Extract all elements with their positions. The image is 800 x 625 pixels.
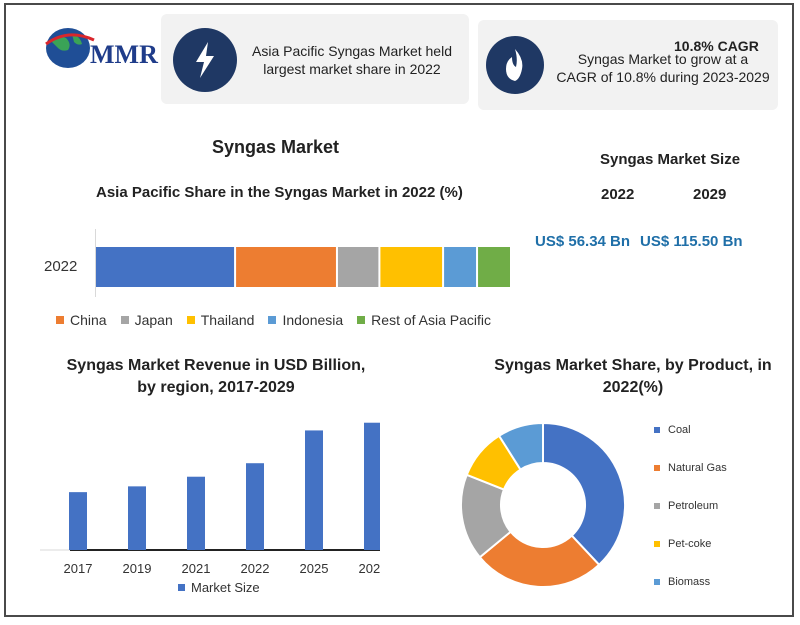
stacked-legend-item: China: [56, 312, 107, 328]
legend-label: Biomass: [668, 576, 711, 588]
market-size-year-2029: 2029: [693, 186, 727, 203]
legend-label: Petroleum: [668, 500, 719, 512]
stacked-segment-indonesia: [444, 247, 477, 287]
stacked-legend-item: Indonesia: [268, 312, 343, 328]
stacked-legend-item: Japan: [120, 312, 173, 328]
donut-legend-item: Natural Gas: [654, 462, 727, 474]
stacked-category-label: 2022: [44, 258, 78, 275]
column-bar-2022: [246, 463, 264, 550]
legend-label: Natural Gas: [668, 462, 727, 474]
legend-swatch: [186, 316, 195, 324]
legend-swatch: [654, 579, 660, 585]
globe-icon: [45, 28, 95, 68]
donut-legend-item: Petroleum: [654, 500, 718, 512]
legend-label: Indonesia: [282, 312, 344, 328]
stacked-bar-chart: [96, 247, 510, 287]
legend-swatch: [654, 503, 660, 509]
stacked-chart-title: Asia Pacific Share in the Syngas Market …: [96, 184, 463, 201]
legend-label: Japan: [134, 312, 173, 328]
revenue-chart-title: Syngas Market Revenue in USD Billion, by…: [66, 357, 366, 396]
stacked-segment-thailand: [380, 247, 443, 287]
legend-swatch: [357, 316, 366, 324]
legend-swatch: [56, 316, 64, 324]
legend-label: China: [70, 312, 107, 328]
cagr-headline: 10.8% CAGR: [674, 38, 759, 54]
lightning-bolt-icon: [173, 28, 237, 92]
column-tick-label: 2029: [359, 561, 380, 576]
highlight-card-region: Asia Pacific Syngas Market held largest …: [161, 14, 469, 104]
donut-slice-biomass: [497, 421, 544, 471]
column-bar-2017: [69, 492, 87, 550]
main-title: Syngas Market: [212, 137, 340, 157]
donut-legend-item: Biomass: [654, 576, 710, 588]
legend-swatch: [654, 427, 660, 433]
logo: MMR: [42, 22, 162, 72]
highlight-card-cagr: 10.8% CAGR Syngas Market to grow at a CA…: [478, 20, 778, 110]
legend-swatch: [654, 465, 660, 471]
flame-icon: [486, 36, 544, 94]
donut-slice-coal: [542, 421, 626, 567]
column-tick-label: 2021: [182, 561, 211, 576]
column-tick-label: 2017: [64, 561, 93, 576]
donut-slice-natural-gas: [478, 530, 601, 588]
card1-text: Asia Pacific Syngas Market held largest …: [252, 43, 452, 77]
column-tick-label: 2019: [123, 561, 152, 576]
column-bar-2019: [128, 486, 146, 550]
column-bar-2021: [187, 476, 205, 550]
product-share-title: Syngas Market Share, by Product, in 2022…: [494, 357, 772, 396]
stacked-segment-china: [236, 247, 336, 287]
donut-legend-item: Pet-coke: [654, 538, 711, 550]
revenue-legend-swatch: [178, 584, 185, 591]
column-bar-2025: [305, 430, 323, 550]
stacked-segment-rest-of-asia-pacific: [478, 247, 510, 287]
stacked-legend-item: Rest of Asia Pacific: [357, 312, 491, 328]
revenue-column-chart: 2017 2019 2021 2022 2025 2029: [40, 422, 380, 576]
legend-swatch: [120, 316, 129, 324]
legend-label: Pet-coke: [668, 538, 712, 550]
column-bar-2029: [364, 422, 380, 550]
donut-legend-item: Coal: [654, 424, 691, 436]
card2-text: Syngas Market to grow at a CAGR of 10.8%…: [556, 51, 770, 85]
infographic-frame: [4, 3, 794, 617]
legend-label: Thailand: [200, 312, 255, 328]
stacked-segment-unlabeled: [96, 247, 235, 287]
column-tick-label: 2025: [300, 561, 329, 576]
legend-label: Coal: [668, 424, 691, 436]
stacked-segment-japan: [337, 247, 379, 287]
stacked-legend: China Japan Thailand Indonesia Rest of Asia …: [56, 311, 505, 329]
product-share-donut: [460, 421, 626, 588]
market-size-value-2029: US$ 115.50 Bn: [640, 233, 743, 250]
column-tick-label: 2022: [241, 561, 270, 576]
legend-swatch: [268, 316, 277, 324]
market-size-value-2022: US$ 56.34 Bn: [535, 233, 631, 250]
revenue-legend-label: Market Size: [191, 580, 260, 595]
market-size-title: Syngas Market Size: [600, 151, 741, 168]
legend-swatch: [654, 541, 660, 547]
revenue-legend: Market Size: [178, 580, 260, 595]
stacked-legend-item: Thailand: [186, 312, 255, 328]
stacked-axis-line: [95, 229, 96, 297]
logo-text: MMR: [90, 40, 158, 69]
legend-label: Rest of Asia Pacific: [371, 312, 491, 328]
market-size-year-2022: 2022: [601, 186, 635, 203]
